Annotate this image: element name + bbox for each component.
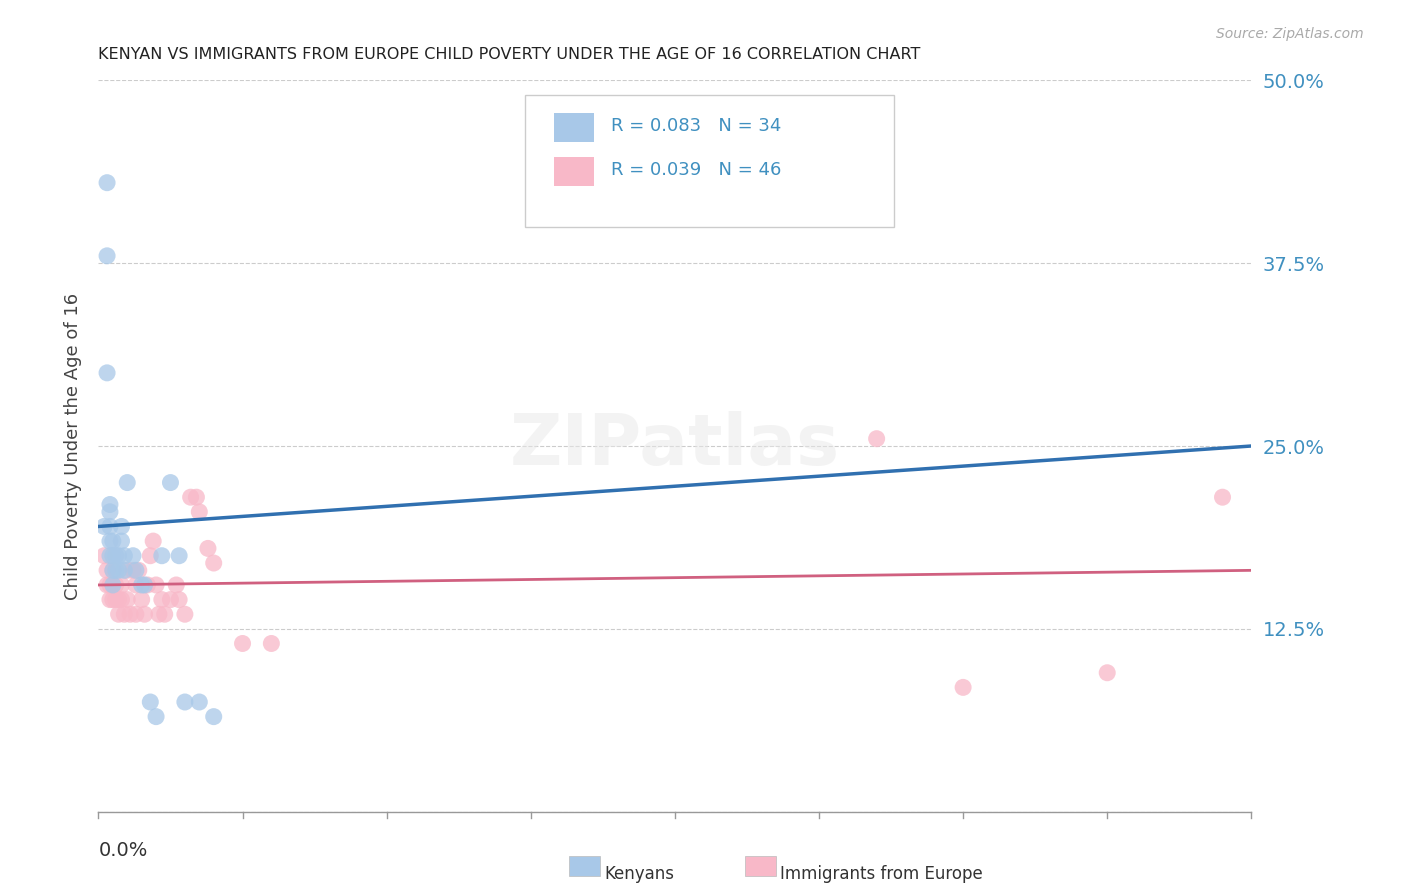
- Point: [128, 563, 150, 577]
- Point: [866, 432, 889, 446]
- Point: [112, 607, 135, 622]
- Point: [107, 563, 129, 577]
- Point: [150, 549, 173, 563]
- Point: [96, 578, 118, 592]
- Text: KENYAN VS IMMIGRANTS FROM EUROPE CHILD POVERTY UNDER THE AGE OF 16 CORRELATION C: KENYAN VS IMMIGRANTS FROM EUROPE CHILD P…: [98, 47, 921, 62]
- Point: [142, 534, 165, 549]
- Text: R = 0.039   N = 46: R = 0.039 N = 46: [612, 161, 782, 178]
- Point: [101, 549, 124, 563]
- Point: [110, 592, 132, 607]
- Point: [96, 563, 118, 577]
- Point: [117, 563, 139, 577]
- Point: [93, 519, 115, 533]
- Point: [125, 578, 148, 592]
- FancyBboxPatch shape: [554, 113, 595, 143]
- Point: [96, 366, 118, 380]
- Text: Kenyans: Kenyans: [605, 865, 675, 883]
- Point: [117, 592, 139, 607]
- Point: [93, 549, 115, 563]
- Point: [107, 592, 129, 607]
- Point: [110, 534, 132, 549]
- Point: [101, 563, 124, 577]
- Point: [188, 695, 211, 709]
- Point: [174, 607, 197, 622]
- Point: [104, 592, 127, 607]
- FancyBboxPatch shape: [554, 157, 595, 186]
- Point: [148, 607, 170, 622]
- Point: [104, 578, 127, 592]
- Point: [120, 607, 142, 622]
- Point: [101, 592, 124, 607]
- Point: [117, 475, 139, 490]
- Point: [96, 249, 118, 263]
- Point: [101, 578, 124, 592]
- Point: [139, 549, 162, 563]
- Point: [101, 534, 124, 549]
- Text: 0.0%: 0.0%: [98, 841, 148, 860]
- Point: [110, 578, 132, 592]
- Point: [98, 519, 121, 533]
- Point: [167, 592, 190, 607]
- Point: [180, 490, 202, 504]
- Point: [134, 578, 156, 592]
- Point: [98, 505, 121, 519]
- Point: [98, 578, 121, 592]
- Point: [1097, 665, 1119, 680]
- Point: [260, 636, 283, 650]
- Point: [197, 541, 219, 556]
- Point: [98, 534, 121, 549]
- Point: [125, 563, 148, 577]
- Point: [112, 563, 135, 577]
- Text: R = 0.083   N = 34: R = 0.083 N = 34: [612, 117, 782, 135]
- Point: [186, 490, 208, 504]
- Point: [107, 607, 129, 622]
- Point: [188, 505, 211, 519]
- Point: [107, 549, 129, 563]
- Point: [98, 498, 121, 512]
- Point: [134, 607, 156, 622]
- Point: [153, 607, 176, 622]
- Point: [202, 709, 225, 723]
- Point: [96, 176, 118, 190]
- Point: [131, 578, 153, 592]
- Point: [104, 563, 127, 577]
- Point: [1212, 490, 1234, 504]
- Point: [122, 563, 145, 577]
- Point: [122, 549, 145, 563]
- Point: [145, 578, 167, 592]
- Point: [101, 563, 124, 577]
- Text: ZIPatlas: ZIPatlas: [510, 411, 839, 481]
- Point: [101, 578, 124, 592]
- Point: [98, 592, 121, 607]
- Point: [110, 519, 132, 533]
- Point: [131, 592, 153, 607]
- Y-axis label: Child Poverty Under the Age of 16: Child Poverty Under the Age of 16: [63, 293, 82, 599]
- Text: Source: ZipAtlas.com: Source: ZipAtlas.com: [1216, 27, 1364, 41]
- Point: [159, 592, 181, 607]
- Point: [159, 475, 181, 490]
- Point: [145, 709, 167, 723]
- Point: [231, 636, 254, 650]
- Point: [104, 549, 127, 563]
- Point: [125, 607, 148, 622]
- Point: [98, 549, 121, 563]
- Point: [167, 549, 190, 563]
- Point: [136, 578, 159, 592]
- Point: [139, 695, 162, 709]
- Point: [202, 556, 225, 570]
- Point: [165, 578, 187, 592]
- Point: [150, 592, 173, 607]
- Point: [952, 681, 974, 695]
- Point: [174, 695, 197, 709]
- FancyBboxPatch shape: [524, 95, 894, 227]
- Text: Immigrants from Europe: Immigrants from Europe: [780, 865, 983, 883]
- Point: [112, 549, 135, 563]
